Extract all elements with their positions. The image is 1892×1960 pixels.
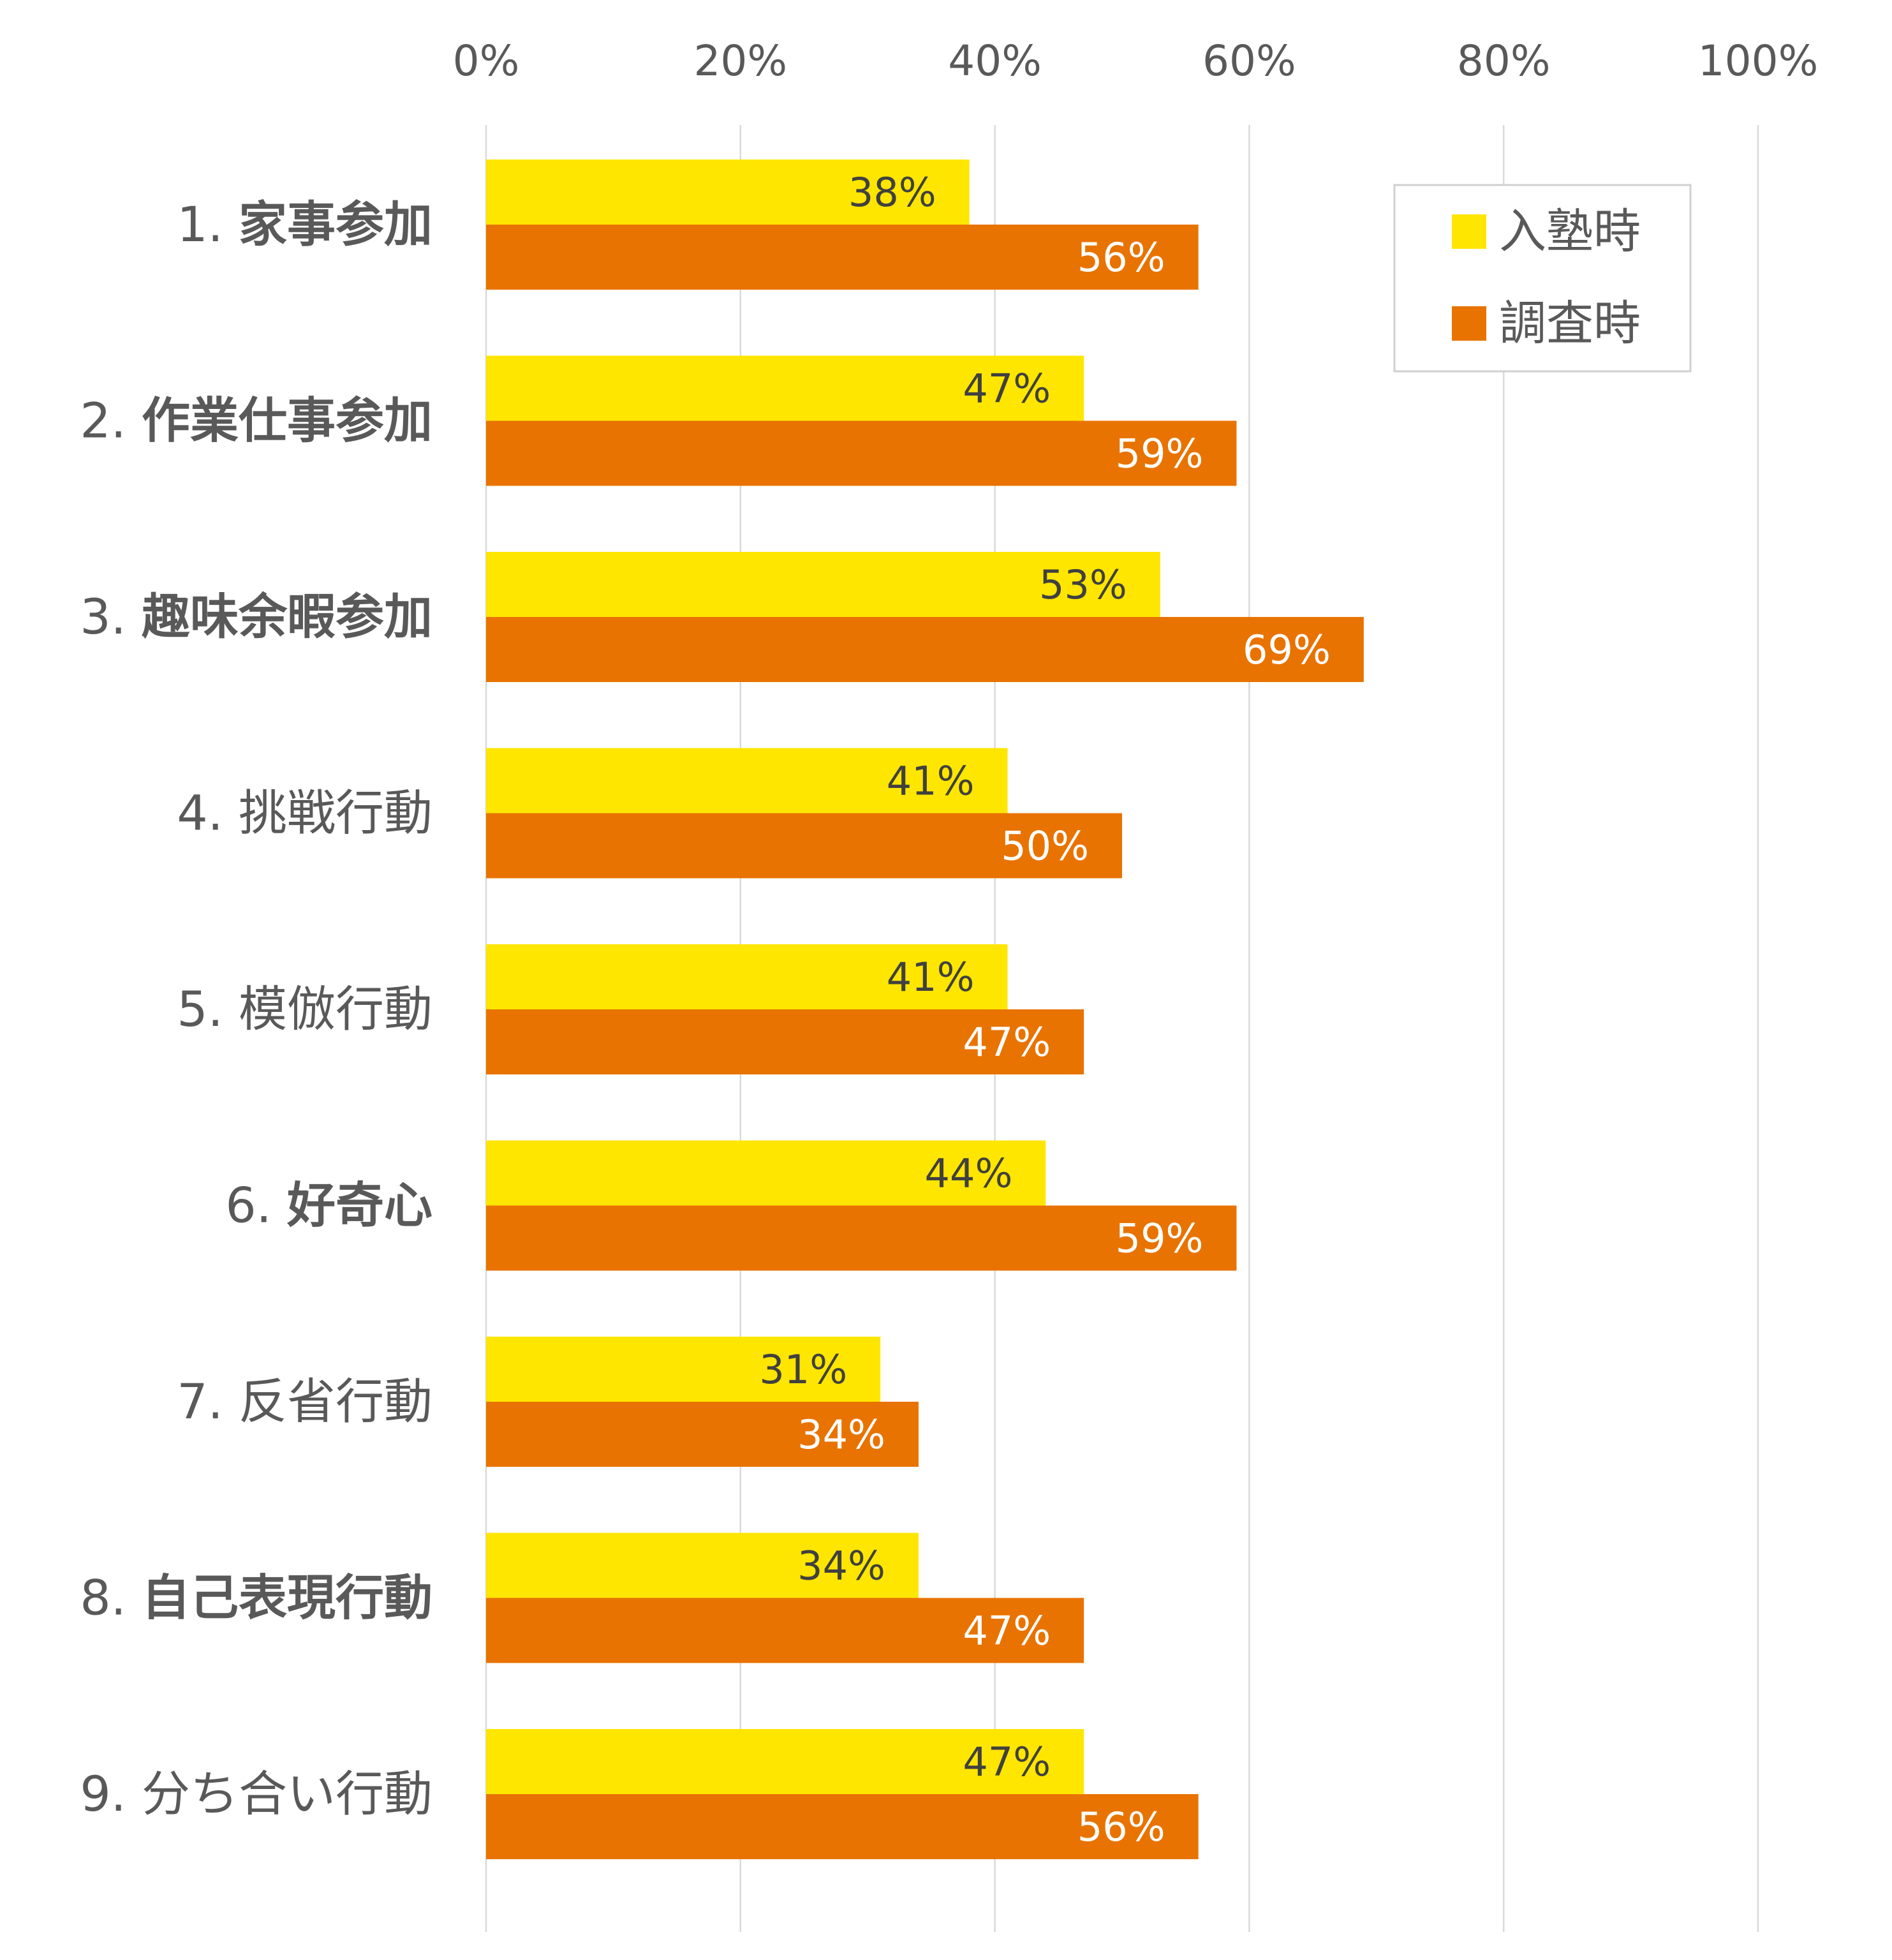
bar-survey xyxy=(486,1009,1084,1074)
data-label: 69% xyxy=(1243,627,1331,673)
category-number: 7. xyxy=(177,1373,239,1430)
category-number: 5. xyxy=(177,981,239,1037)
x-tick-label: 60% xyxy=(1202,36,1296,85)
category-number: 9. xyxy=(80,1765,142,1822)
category-label: 4. 挑戦行動 xyxy=(177,785,432,842)
category-label: 8. 自己表現行動 xyxy=(80,1570,432,1626)
category-number: 6. xyxy=(225,1177,287,1234)
bar-entry xyxy=(486,1533,919,1598)
legend-label-survey: 調査時 xyxy=(1499,296,1641,351)
data-label: 50% xyxy=(1001,823,1089,870)
legend-swatch-survey xyxy=(1452,306,1486,341)
category-number: 2. xyxy=(80,392,142,449)
x-tick-label: 20% xyxy=(693,36,787,85)
category-label: 3. 趣味余暇参加 xyxy=(80,588,432,645)
bar-entry xyxy=(486,552,1160,617)
category-label: 2. 作業仕事参加 xyxy=(80,392,432,449)
category-label: 7. 反省行動 xyxy=(177,1373,432,1430)
category-number: 4. xyxy=(177,785,239,842)
category-name: 作業仕事参加 xyxy=(142,392,432,449)
data-label: 47% xyxy=(963,1019,1051,1065)
x-tick-label: 100% xyxy=(1698,36,1819,85)
bar-entry xyxy=(486,160,970,225)
category-number: 1. xyxy=(177,196,239,253)
legend-label-entry: 入塾時 xyxy=(1499,204,1641,259)
x-tick-label: 40% xyxy=(948,36,1042,85)
bar-entry xyxy=(486,355,1084,421)
category-label: 5. 模倣行動 xyxy=(177,981,432,1037)
bar-entry xyxy=(486,748,1008,813)
data-label: 56% xyxy=(1077,1804,1165,1850)
data-label: 41% xyxy=(887,954,975,1000)
data-labels: 38% 47% 53% 41% 41% 44% 31% 34% 47% 56% 59% 69% 50% 4… xyxy=(759,169,1331,1850)
bar-survey xyxy=(486,225,1199,290)
bar-survey xyxy=(486,1402,919,1467)
legend-swatch-entry xyxy=(1452,214,1486,249)
bar-entry xyxy=(486,944,1008,1009)
category-label: 1. 家事参加 xyxy=(177,196,432,253)
category-name: 分ち合い行動 xyxy=(142,1765,432,1822)
bars xyxy=(486,160,1364,1859)
data-label: 41% xyxy=(887,758,975,805)
category-name: 挑戦行動 xyxy=(239,785,432,842)
category-label: 9. 分ち合い行動 xyxy=(80,1765,432,1822)
data-label: 59% xyxy=(1116,431,1204,477)
data-label: 53% xyxy=(1039,561,1127,608)
bar-survey xyxy=(486,1205,1237,1271)
category-name: 模倣行動 xyxy=(239,981,432,1037)
data-label: 34% xyxy=(797,1543,885,1589)
category-labels: 1. 家事参加 2. 作業仕事参加 3. 趣味余暇参加 4. 挑戦行動 5. 模倣行動 6… xyxy=(80,196,432,1822)
category-number: 8. xyxy=(80,1570,142,1626)
data-label: 34% xyxy=(797,1411,885,1458)
data-label: 56% xyxy=(1077,234,1165,281)
data-label: 44% xyxy=(925,1150,1013,1197)
bar-survey xyxy=(486,813,1122,879)
data-label: 59% xyxy=(1116,1215,1204,1262)
data-label: 31% xyxy=(759,1346,847,1393)
x-tick-label: 0% xyxy=(453,36,520,85)
bar-survey xyxy=(486,617,1364,682)
bar-entry xyxy=(486,1729,1084,1794)
bar-entry xyxy=(486,1140,1046,1206)
category-label: 6. 好奇心 xyxy=(225,1177,432,1234)
x-axis-ticks: 0% 20% 40% 60% 80% 100% xyxy=(453,36,1819,85)
data-label: 38% xyxy=(848,169,936,216)
category-name: 自己表現行動 xyxy=(142,1570,432,1626)
category-name: 好奇心 xyxy=(286,1177,432,1234)
legend-box xyxy=(1393,184,1692,373)
x-tick-label: 80% xyxy=(1457,36,1551,85)
bar-entry xyxy=(486,1337,881,1402)
category-number: 3. xyxy=(80,588,142,645)
data-label: 47% xyxy=(963,1608,1051,1654)
legend: 入塾時 調査時 xyxy=(1393,184,1692,373)
category-name: 反省行動 xyxy=(239,1373,432,1430)
bar-survey xyxy=(486,1598,1084,1663)
data-label: 47% xyxy=(963,1739,1051,1785)
bar-survey xyxy=(486,1794,1199,1859)
data-label: 47% xyxy=(963,366,1051,412)
category-name: 家事参加 xyxy=(239,196,432,253)
bar-survey xyxy=(486,420,1237,486)
category-name: 趣味余暇参加 xyxy=(142,588,432,645)
